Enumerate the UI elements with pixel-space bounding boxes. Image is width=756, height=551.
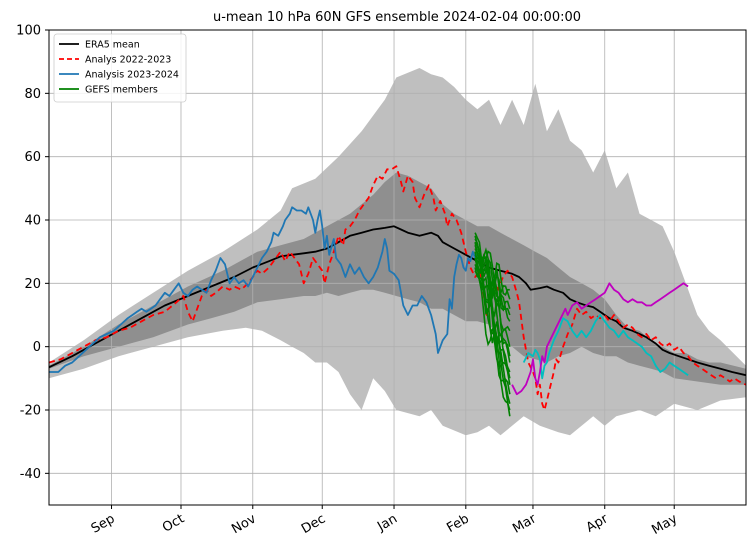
gefs-member-line [474, 241, 511, 322]
gefs-member-line [474, 255, 511, 312]
y-tick-label: 20 [24, 277, 41, 292]
legend: ERA5 mean Analys 2022-2023 Analysis 2023-2… [53, 33, 187, 103]
gefs-member-line [474, 270, 511, 411]
legend-label: GEFS members [85, 85, 158, 96]
legend-label: Analys 2022-2023 [85, 55, 171, 66]
series-line-4 [511, 282, 689, 396]
legend-label: ERA5 mean [85, 40, 140, 51]
series-line-2 [49, 206, 483, 373]
y-tick-label: 80 [24, 87, 41, 102]
y-tick-label: 60 [24, 150, 41, 165]
y-tick-label: -40 [20, 467, 41, 482]
y-tick-label: 100 [16, 24, 41, 39]
series-line-1 [49, 165, 746, 411]
legend-label: Analysis 2023-2024 [85, 70, 179, 81]
series-line-3 [522, 314, 689, 380]
gefs-member-line [474, 251, 511, 385]
y-tick-label: 40 [24, 214, 41, 229]
chart-title: u-mean 10 hPa 60N GFS ensemble 2024-02-0… [213, 10, 581, 25]
plot-frame [48, 29, 747, 506]
y-tick-label: 0 [33, 340, 41, 355]
y-tick-label: -20 [20, 404, 41, 419]
legend-box [53, 33, 187, 103]
gefs-member-line [474, 232, 511, 357]
series-layer [49, 165, 746, 417]
